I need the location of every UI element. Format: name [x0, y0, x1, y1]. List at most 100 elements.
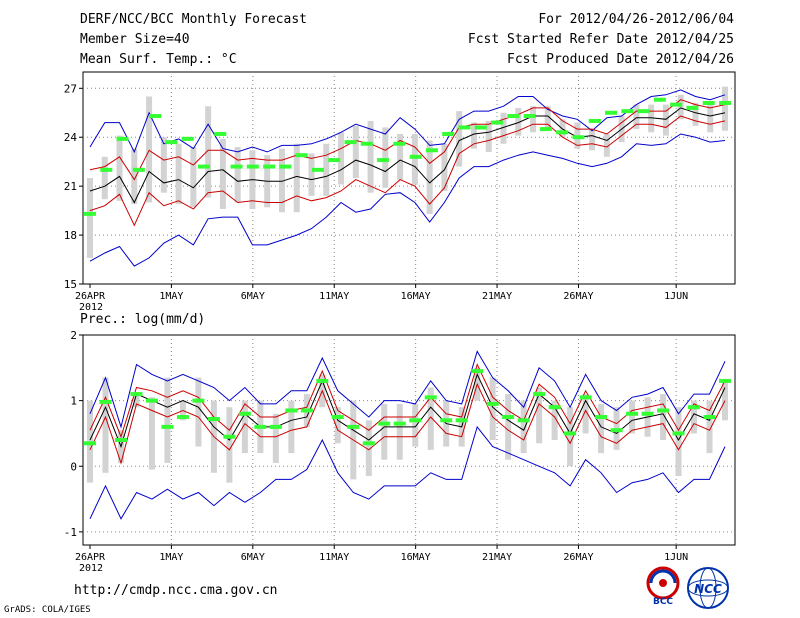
panel2-median-marker: [409, 418, 422, 423]
panel2-spread-box: [381, 403, 388, 460]
panel2-spread-box: [551, 400, 558, 440]
panel1-median-marker: [653, 97, 666, 102]
panel2-title: Prec.: log(mm/d): [80, 312, 205, 327]
panel2-median-marker: [440, 418, 453, 423]
produced-date: Fcst Produced Date 2012/04/26: [507, 52, 734, 67]
panel2-spread-box: [567, 407, 574, 467]
bcc-logo-text: BCC: [653, 597, 673, 606]
panel1-spread-box: [160, 137, 167, 193]
panel1-spread-box: [338, 132, 345, 185]
panel1-spread-box: [707, 101, 714, 133]
panel1-median-marker: [670, 102, 683, 107]
footer-url: http://cmdp.ncc.cma.gov.cn: [74, 583, 278, 598]
panel1-x-tick-label: 1JUN: [664, 291, 688, 302]
panel1-y-tick-label: 15: [64, 278, 77, 291]
panel1-x-tick-label: 6MAY: [241, 291, 265, 302]
panel2-year-label: 2012: [79, 563, 103, 574]
panel2-x-tick-label: 26MAY: [563, 552, 593, 563]
panel1-median-marker: [214, 131, 227, 136]
panel2-spread-box: [412, 403, 419, 447]
panel2-median-marker: [579, 395, 592, 400]
panel1-spread-box: [205, 106, 212, 198]
panel1-spread-box: [87, 178, 93, 258]
panel2-median-marker: [378, 421, 391, 426]
panel1-spread-box: [633, 104, 640, 130]
panel2-upper-std-line: [89, 363, 726, 439]
panel2-spread-box: [365, 420, 372, 477]
panel1-spread-box: [411, 133, 418, 185]
panel2-spread-box: [241, 400, 248, 454]
panel2-y-tick-label: -1: [64, 526, 77, 539]
panel2-spread-box: [226, 407, 233, 483]
panel2-spread-box: [396, 403, 403, 460]
panel2-median-marker: [316, 378, 329, 383]
panel1-median-marker: [116, 136, 129, 141]
panel1-year-label: 2012: [79, 302, 103, 313]
panel1-median-marker: [279, 164, 292, 169]
panel2-median-marker: [424, 395, 437, 400]
panel1-spread-box: [397, 133, 404, 180]
panel1-y-tick-label: 21: [64, 180, 77, 193]
panel2-median-marker: [595, 415, 608, 420]
panel2-y-tick-label: 2: [70, 329, 77, 342]
panel2-spread-box: [427, 387, 434, 450]
panel2-spread-box: [536, 387, 543, 444]
panel1-upper-std-line: [89, 99, 726, 181]
panel2-spread-box: [706, 400, 713, 454]
panel2-min-line: [89, 425, 726, 520]
panel1-median-marker: [702, 100, 715, 105]
panel2-x-tick-label: 26APR: [75, 552, 106, 563]
panel1-median-marker: [377, 158, 390, 163]
panel1-spread-box: [293, 143, 300, 213]
panel2-x-tick-label: 11MAY: [319, 552, 349, 563]
panel1-median-marker: [556, 130, 569, 135]
panel2-x-tick-label: 1MAY: [159, 552, 183, 563]
panel2-spread-box: [660, 394, 667, 440]
panel2-median-marker: [176, 415, 189, 420]
panel1-spread-box: [515, 107, 522, 136]
panel1-spread-box: [323, 143, 330, 196]
panel2-median-marker: [192, 398, 205, 403]
panel1-spread-box: [603, 133, 610, 157]
panel1-spread-box: [662, 104, 669, 136]
panel1-median-marker: [181, 136, 194, 141]
panel2-median-marker: [300, 408, 313, 413]
panel2-median-marker: [84, 441, 96, 446]
panel2-x-tick-label: 6MAY: [241, 552, 265, 563]
panel1-median-marker: [474, 125, 487, 130]
panel1-spread-box: [219, 138, 226, 209]
panel1-mean-line: [89, 107, 726, 204]
panel1-median-marker: [686, 105, 699, 110]
panel2-median-marker: [161, 424, 174, 429]
panel1-median-marker: [246, 164, 259, 169]
panel1-spread-box: [441, 143, 448, 192]
panel2-spread-box: [582, 394, 589, 434]
panel1-median-marker: [491, 120, 504, 125]
panel1-spread-box: [500, 112, 507, 144]
panel1-median-marker: [100, 167, 113, 172]
panel2-median-marker: [269, 424, 282, 429]
panel2-median-marker: [486, 401, 499, 406]
panel1-median-marker: [605, 110, 618, 115]
panel1-spread-box: [116, 135, 123, 201]
panel2-median-marker: [130, 392, 143, 397]
panel2-spread-box: [288, 400, 295, 454]
panel1-x-tick-label: 11MAY: [319, 291, 349, 302]
panel2-median-marker: [347, 424, 360, 429]
panel1-spread-box: [131, 148, 138, 205]
panel2-y-tick-label: 1: [70, 395, 77, 408]
panel2-frame: [82, 334, 736, 546]
panel2-spread-box: [489, 377, 496, 440]
panel2-spread-box: [148, 397, 155, 470]
panel2-median-marker: [254, 424, 267, 429]
panel1-spread-box: [559, 119, 566, 138]
panel2-median-marker: [610, 428, 623, 433]
panel1-median-marker: [637, 109, 650, 114]
panel1-spread-box: [367, 120, 374, 193]
panel1-median-marker: [507, 114, 520, 119]
panel2-median-marker: [455, 418, 468, 423]
panel1-median-marker: [328, 158, 341, 163]
panel2-spread-box: [629, 400, 636, 434]
panel2-median-marker: [362, 441, 375, 446]
panel2-median-marker: [564, 431, 577, 436]
